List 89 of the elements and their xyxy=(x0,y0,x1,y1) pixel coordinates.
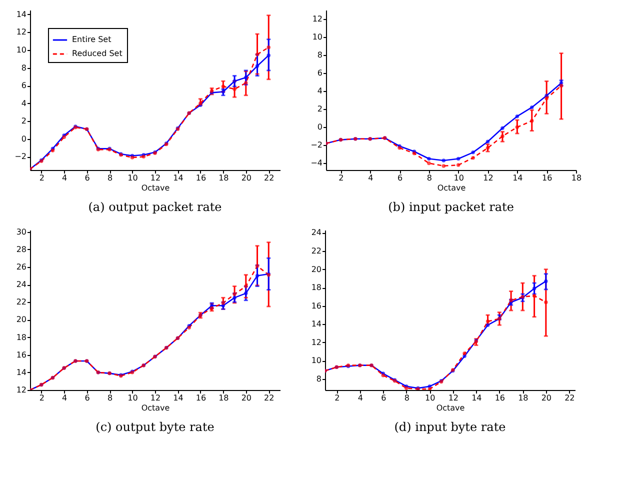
y-tick-label: 28 xyxy=(16,244,26,254)
y-tick-label: 16 xyxy=(16,350,26,360)
x-tick-label: 10 xyxy=(128,174,138,182)
y-tick-label: 12 xyxy=(16,386,26,394)
y-tick-label: 6 xyxy=(21,81,26,90)
x-tick-label: 4 xyxy=(368,174,374,182)
text: (a) output packet rate xyxy=(88,200,222,214)
text: (c) output byte rate xyxy=(96,420,214,434)
x-tick-label: 22 xyxy=(264,394,274,402)
y-tick-label: 10 xyxy=(16,46,26,54)
y-tick-label: 14 xyxy=(16,10,26,19)
y-tick-label: 2 xyxy=(21,116,26,126)
x-tick-label: 4 xyxy=(358,394,363,402)
x-tick-label: 12 xyxy=(150,394,161,402)
x-axis-title: Octave xyxy=(141,184,170,192)
y-tick-label: 14 xyxy=(16,368,26,377)
y-tick-label: 30 xyxy=(16,227,26,236)
x-tick-label: 22 xyxy=(564,394,575,402)
x-tick-label: 20 xyxy=(541,394,552,402)
x-tick-label: 10 xyxy=(454,174,464,182)
y-tick-label: 20 xyxy=(311,264,322,274)
y-tick-label: 22 xyxy=(16,298,26,307)
x-tick-label: 8 xyxy=(404,394,410,402)
x-tick-label: 12 xyxy=(448,394,458,402)
x-tick-label: 18 xyxy=(571,174,582,182)
x-tick-label: 6 xyxy=(381,394,386,402)
x-tick-label: 16 xyxy=(542,174,552,182)
y-tick-label: 8 xyxy=(317,50,322,60)
x-axis-title: Octave xyxy=(437,184,466,192)
x-tick-label: 14 xyxy=(512,174,523,182)
y-tick-label: 2 xyxy=(317,104,322,114)
y-tick-label: 4 xyxy=(317,86,322,96)
x-tick-label: 10 xyxy=(128,394,138,402)
x-tick-label: 2 xyxy=(39,174,44,182)
y-tick-label: 16 xyxy=(311,301,322,310)
y-tick-label: 10 xyxy=(312,32,322,42)
y-tick-label: 12 xyxy=(16,28,26,37)
y-tick-label: 22 xyxy=(311,246,322,256)
x-tick-label: 22 xyxy=(264,174,274,182)
x-tick-label: 18 xyxy=(218,394,229,402)
x-tick-label: 8 xyxy=(108,174,113,182)
x-tick-label: 16 xyxy=(494,394,506,402)
x-tick-label: 2 xyxy=(338,174,344,182)
x-tick-label: 16 xyxy=(196,174,206,182)
x-tick-label: 10 xyxy=(425,394,436,402)
y-tick-label: 8 xyxy=(21,63,26,72)
x-tick-label: 8 xyxy=(426,174,432,182)
y-tick-label: −4 xyxy=(310,158,322,168)
y-tick-label: 10 xyxy=(311,356,322,366)
x-axis-title: Octave xyxy=(436,404,465,412)
x-tick-label: 8 xyxy=(108,394,113,402)
text: (d) input byte rate xyxy=(394,420,506,434)
y-tick-label: 26 xyxy=(16,262,26,272)
y-tick-label: 0 xyxy=(317,122,322,132)
x-tick-label: 18 xyxy=(518,394,528,402)
y-tick-label: 12 xyxy=(311,338,322,347)
y-tick-label: 8 xyxy=(316,374,322,384)
x-tick-label: 4 xyxy=(62,174,68,182)
x-tick-label: 6 xyxy=(84,394,90,402)
x-tick-label: 4 xyxy=(62,394,68,402)
x-tick-label: 20 xyxy=(241,394,252,402)
y-tick-label: 6 xyxy=(317,68,322,78)
y-tick-label: 24 xyxy=(16,280,26,290)
legend-label: Reduced Set xyxy=(72,49,122,58)
x-tick-label: 2 xyxy=(334,394,340,402)
y-tick-label: −2 xyxy=(310,140,322,150)
x-tick-label: 2 xyxy=(39,394,44,402)
x-tick-label: 14 xyxy=(472,394,482,402)
y-tick-label: 18 xyxy=(311,283,322,292)
x-tick-label: 6 xyxy=(84,174,90,182)
y-tick-label: 4 xyxy=(21,98,26,108)
y-tick-label: 0 xyxy=(21,134,26,144)
x-tick-label: 12 xyxy=(483,174,494,182)
y-tick-label: 14 xyxy=(311,320,322,329)
y-tick-label: 20 xyxy=(16,315,26,324)
x-tick-label: 14 xyxy=(173,394,184,402)
y-tick-label: 12 xyxy=(312,14,322,24)
y-tick-label: 18 xyxy=(16,332,26,342)
x-tick-label: 16 xyxy=(196,394,206,402)
x-tick-label: 20 xyxy=(241,174,252,182)
text: (b) input packet rate xyxy=(388,200,514,214)
legend-label: Entire Set xyxy=(72,35,112,44)
x-tick-label: 6 xyxy=(397,174,403,182)
x-tick-label: 18 xyxy=(218,174,229,182)
x-tick-label: 12 xyxy=(150,174,161,182)
y-tick-label: 24 xyxy=(311,228,322,238)
x-axis-title: Octave xyxy=(141,404,170,412)
y-tick-label: −2 xyxy=(14,152,26,162)
x-tick-label: 14 xyxy=(173,174,184,182)
